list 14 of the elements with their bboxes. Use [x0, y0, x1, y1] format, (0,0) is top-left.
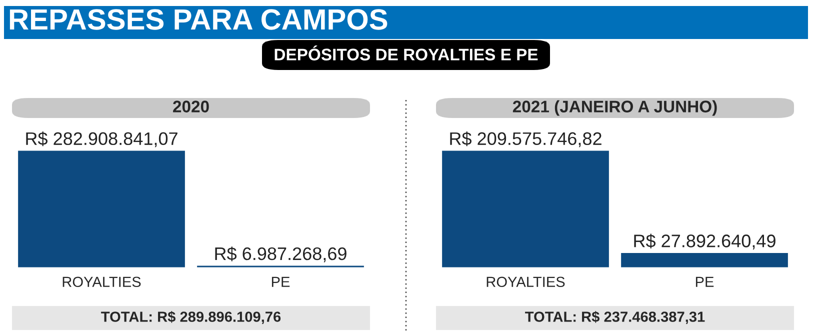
text: TOTAL: R$ 237.468.387,31: [525, 310, 705, 324]
chart-title: 2021 (JANEIRO A JUNHO): [512, 100, 717, 116]
data-label: R$ 282.908.841,07: [26, 132, 178, 148]
x-tick-label: ROYALTIES: [62, 276, 141, 288]
data-label: R$ 209.575.746,82: [450, 132, 602, 148]
x-tick-label: PE: [696, 276, 714, 287]
data-label: R$ 27.892.640,49: [634, 234, 776, 250]
text: REPASSES PARA CAMPOS: [10, 9, 388, 30]
data-label: R$ 6.987.268,69: [215, 246, 346, 262]
text: TOTAL: R$ 289.896.109,76: [101, 310, 281, 324]
x-tick-label: ROYALTIES: [486, 276, 565, 288]
x-tick-label: PE: [272, 276, 290, 287]
chart-title: 2020: [173, 100, 209, 112]
text: DEPÓSITOS DE ROYALTIES E PE: [274, 46, 538, 60]
